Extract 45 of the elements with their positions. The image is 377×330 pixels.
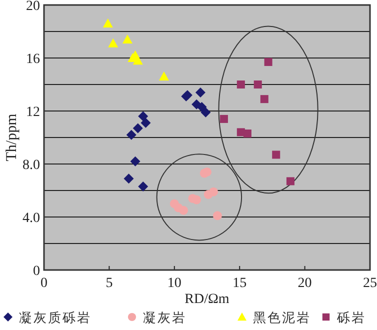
point [108,38,118,48]
point [209,187,218,196]
point [243,130,252,138]
legend-label: 黑色泥岩 [253,311,311,326]
point [254,80,262,88]
point [158,72,169,81]
point [138,111,148,122]
point [132,56,143,65]
point [132,123,143,134]
point [130,156,140,166]
point [236,80,245,88]
point [138,182,148,192]
legend-label: 凝灰岩 [143,311,186,326]
y-tick-label: 12 [26,105,40,120]
y-tick-label: 4.0 [22,211,40,226]
x-tick-label: 10 [167,276,182,291]
y-axis-title: Th/ppm [4,113,20,162]
point [192,195,202,204]
x-tick-label: 25 [363,276,377,291]
x-tick-label: 20 [298,276,312,291]
point [196,102,207,112]
point [260,95,268,104]
y-tick-label: 20 [26,0,40,14]
x-tick-label: 5 [106,276,113,291]
point [212,211,222,220]
point [264,58,272,66]
point [179,206,188,215]
x-axis-title: RD/Ωm [184,292,230,307]
point [202,167,212,176]
point [126,130,136,140]
point [195,87,206,98]
point [220,114,228,123]
y-tick-label: 16 [26,52,40,67]
point [272,150,280,159]
point [122,34,132,44]
point [140,118,151,128]
point [124,174,134,184]
y-tick-label: 8.0 [22,158,40,173]
y-tick-label: 0 [33,264,40,279]
x-tick-label: 15 [232,276,247,291]
legend-label: 砾岩 [336,311,366,326]
point [286,177,294,186]
point [200,107,211,118]
point [102,18,113,28]
legend-label: 凝灰质砾岩 [19,311,92,326]
